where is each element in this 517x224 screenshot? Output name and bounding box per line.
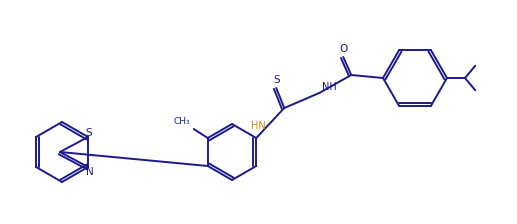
Text: CH₃: CH₃ bbox=[173, 117, 190, 126]
Text: S: S bbox=[273, 75, 280, 85]
Text: S: S bbox=[86, 128, 93, 138]
Text: N: N bbox=[86, 167, 94, 177]
Text: HN: HN bbox=[251, 121, 266, 131]
Text: O: O bbox=[339, 44, 347, 54]
Text: NH: NH bbox=[322, 82, 337, 92]
